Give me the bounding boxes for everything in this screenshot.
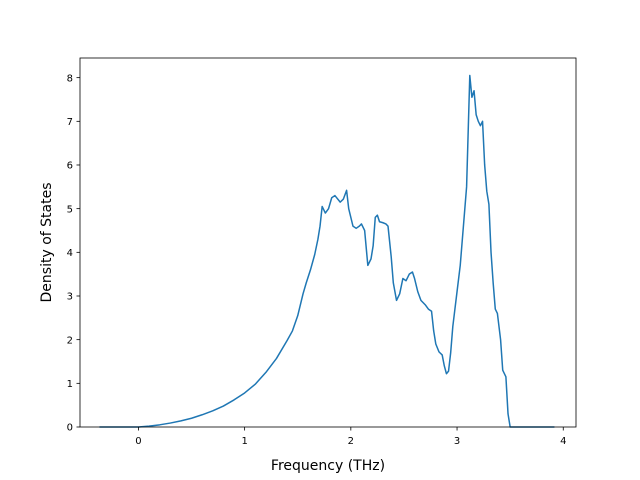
x-tick-label: 4 xyxy=(560,436,566,447)
axes-frame xyxy=(79,57,577,428)
y-tick-label: 2 xyxy=(67,335,73,346)
y-tick-label: 3 xyxy=(67,292,73,303)
y-tick-label: 5 xyxy=(67,204,73,215)
x-tick-label: 1 xyxy=(241,436,247,447)
dos-series-line xyxy=(99,74,555,428)
y-tick-label: 7 xyxy=(67,117,73,128)
y-tick-label: 6 xyxy=(67,161,73,172)
x-axis-title: Frequency (THz) xyxy=(271,458,385,474)
x-tick-label: 3 xyxy=(454,436,460,447)
plot-background xyxy=(80,58,576,427)
y-axis-ticks: 0 1 2 3 4 5 6 7 8 xyxy=(67,73,80,434)
y-tick-label: 1 xyxy=(67,379,73,390)
x-tick-label: 0 xyxy=(135,436,141,447)
x-axis-ticks: 0 1 2 3 4 xyxy=(135,427,566,447)
y-tick-label: 0 xyxy=(67,423,73,434)
y-tick-label: 4 xyxy=(67,248,73,259)
x-tick-label: 2 xyxy=(348,436,354,447)
axes-spines xyxy=(79,57,577,428)
y-axis-title: Density of States xyxy=(39,183,55,303)
series-layer xyxy=(99,74,555,428)
y-tick-label: 8 xyxy=(67,73,73,84)
